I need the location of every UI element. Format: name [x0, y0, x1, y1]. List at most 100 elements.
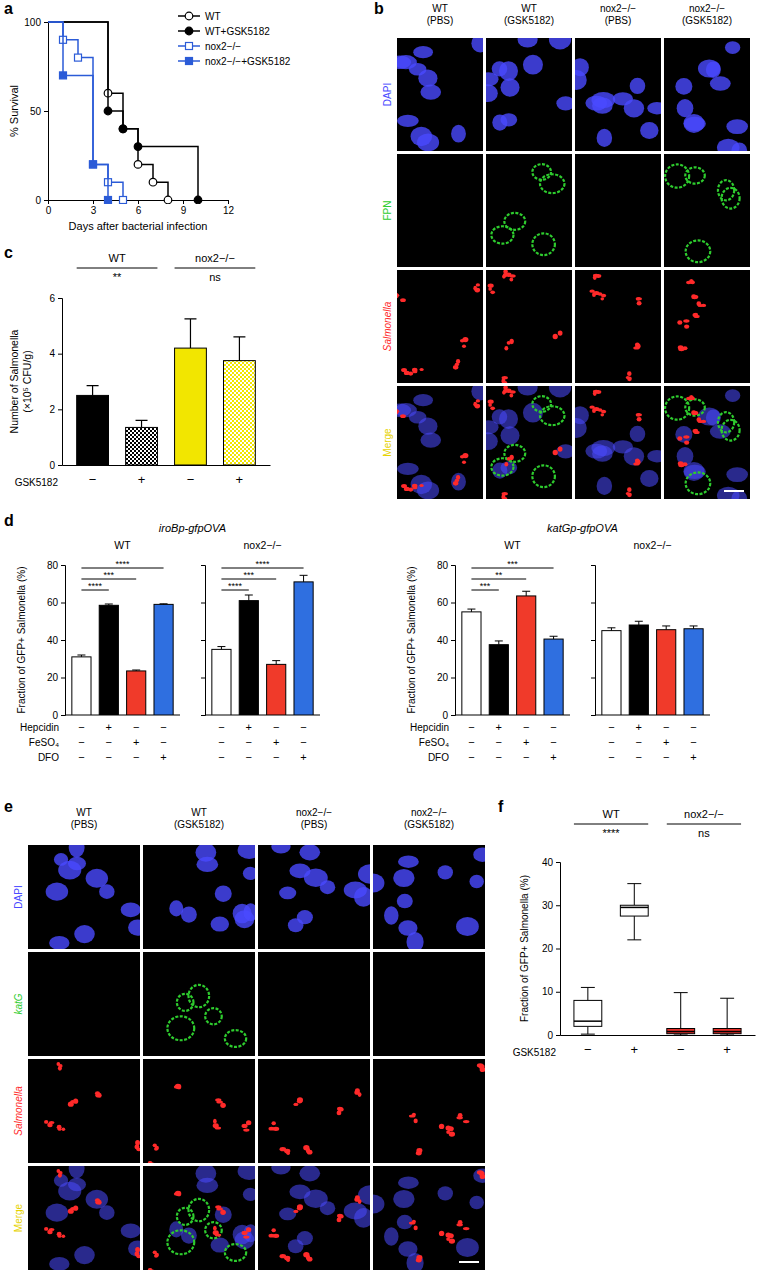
legend-label: WT [205, 11, 221, 22]
nucleus [706, 61, 721, 78]
bacterium [509, 455, 513, 460]
bar [72, 657, 91, 715]
nucleus [398, 920, 417, 936]
marker [60, 72, 67, 79]
condition-sign: − [468, 751, 474, 763]
box [713, 1029, 741, 1034]
tick: 12 [223, 200, 235, 216]
image-background [28, 952, 140, 1056]
bacterium [637, 413, 642, 416]
plot-area [212, 575, 313, 715]
y-axis-title: (×10⁵ CFU/g) [21, 350, 33, 412]
nucleus [613, 92, 633, 105]
tick-mark [44, 111, 48, 112]
significance: *** [244, 570, 255, 580]
tick-mark [556, 905, 560, 906]
bacterium [678, 461, 684, 465]
bacterium [503, 389, 508, 393]
nucleus [726, 119, 748, 134]
bacterium [595, 390, 601, 394]
whisker-high [581, 987, 595, 1000]
bar [657, 630, 676, 715]
bacterium [400, 298, 406, 302]
median [620, 907, 648, 909]
condition-sign: + [550, 751, 556, 763]
bacterium [488, 284, 494, 288]
image-background [664, 38, 750, 151]
signal [540, 406, 564, 425]
bacterium [135, 1247, 140, 1252]
bacterium [68, 1209, 74, 1214]
y-axis-title: Fraction of GFP+ Salmonella (%) [519, 875, 530, 1022]
condition-label: FeSO₄ [419, 737, 449, 748]
image-background [575, 38, 661, 151]
error-bar [233, 337, 245, 361]
bacterium [414, 1119, 418, 1124]
bacterium [213, 1123, 219, 1128]
tick-mark [591, 603, 595, 604]
bacterium [401, 368, 407, 372]
image-cell [143, 952, 255, 1056]
condition-sign: − [78, 736, 84, 748]
marker [105, 197, 112, 204]
image-background [373, 1059, 485, 1163]
nucleus [238, 1166, 255, 1180]
column-header: WT [191, 807, 207, 818]
tick: 0 [52, 710, 65, 721]
bacterium [504, 346, 508, 350]
image-cell [258, 1059, 370, 1163]
tick-mark [201, 715, 205, 716]
nucleus [585, 444, 607, 459]
image-background [486, 154, 572, 267]
nucleus [215, 885, 232, 902]
tick-mark [44, 22, 48, 23]
group-label: WT [603, 808, 620, 820]
tick-mark [61, 603, 65, 604]
marker [90, 161, 97, 168]
tick-label: 40 [437, 635, 449, 646]
nucleus [243, 1188, 255, 1201]
condition-sign: − [690, 721, 696, 733]
bacterium [637, 297, 642, 300]
image-background [486, 386, 572, 499]
signal [532, 396, 551, 412]
nucleus [501, 426, 520, 445]
row-label: Salmonella [382, 301, 393, 351]
image-background [373, 952, 485, 1056]
condition-sign: + [663, 736, 669, 748]
panel-label: b [374, 0, 384, 17]
bacterium [215, 1205, 221, 1208]
bacterium [416, 1258, 421, 1262]
significance: *** [480, 581, 491, 591]
nucleus [398, 1176, 419, 1189]
bacterium [446, 1130, 450, 1134]
condition-sign: + [523, 736, 529, 748]
significance: ns [698, 827, 710, 839]
bacterium [509, 274, 515, 277]
nucleus [297, 1231, 313, 1245]
tick-mark [61, 678, 65, 679]
tick-label: 20 [542, 943, 554, 954]
bacterium [272, 1228, 276, 1232]
image-cell [486, 154, 572, 267]
signal [532, 164, 551, 180]
panel-label: f [498, 798, 504, 815]
tick-mark [61, 565, 65, 566]
nucleus [411, 127, 433, 147]
condition-sign: − [496, 736, 502, 748]
nucleus [393, 869, 414, 887]
marker [104, 107, 112, 115]
nucleus [128, 1240, 140, 1256]
bacterium [462, 460, 466, 463]
column-header: (PBS) [71, 819, 98, 830]
bacterium [460, 455, 465, 458]
tick-mark [58, 465, 62, 466]
axis-line [451, 566, 456, 716]
bacterium [68, 1102, 74, 1107]
image-cell [397, 38, 483, 151]
nucleus [630, 78, 646, 94]
error-bar [136, 420, 148, 427]
nucleus [238, 845, 255, 859]
bacterium [246, 1120, 251, 1125]
image-background [143, 1059, 255, 1163]
